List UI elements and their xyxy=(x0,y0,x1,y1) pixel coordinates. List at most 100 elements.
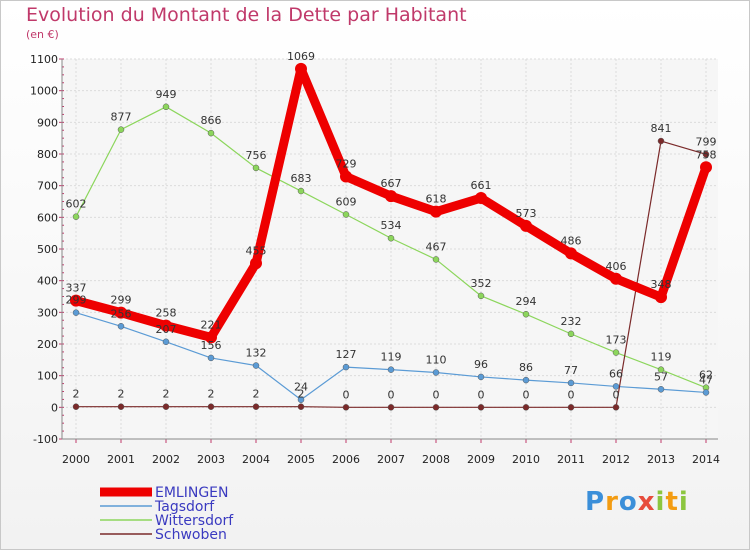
data-label: 0 xyxy=(613,388,620,401)
y-tick-label: -100 xyxy=(33,433,58,446)
data-label: 661 xyxy=(471,179,492,192)
proxiti-logo: Proxiti xyxy=(585,487,689,517)
y-tick-label: 500 xyxy=(37,243,58,256)
data-label: 24 xyxy=(294,381,308,394)
logo-letter: x xyxy=(637,487,656,517)
data-point xyxy=(657,137,665,145)
data-label: 232 xyxy=(561,315,582,328)
data-label: 573 xyxy=(516,207,537,220)
data-label: 602 xyxy=(66,198,87,211)
data-point xyxy=(702,389,710,396)
series-tagsdorf xyxy=(72,309,710,403)
data-label: 866 xyxy=(201,114,222,127)
data-point xyxy=(432,369,440,376)
x-tick-label: 2013 xyxy=(647,453,675,466)
data-label: 173 xyxy=(606,334,627,347)
data-label: 299 xyxy=(66,294,87,307)
data-label: 486 xyxy=(561,234,582,247)
x-tick-label: 2000 xyxy=(62,453,90,466)
x-tick-label: 2009 xyxy=(467,453,495,466)
data-label: 221 xyxy=(201,318,222,331)
data-label: 467 xyxy=(426,240,447,253)
data-label: 119 xyxy=(381,351,402,364)
data-point xyxy=(655,291,667,304)
x-tick-label: 2011 xyxy=(557,453,585,466)
data-label: 758 xyxy=(696,148,717,161)
data-point xyxy=(207,129,215,137)
data-label: 119 xyxy=(651,351,672,364)
data-point xyxy=(207,354,215,362)
data-label: 110 xyxy=(426,354,447,367)
data-point xyxy=(340,170,352,183)
x-tick-label: 2002 xyxy=(152,453,180,466)
data-label: 949 xyxy=(156,88,177,101)
x-tick-label: 2006 xyxy=(332,453,360,466)
data-point xyxy=(252,164,260,172)
data-point xyxy=(522,404,530,411)
data-point xyxy=(117,403,125,410)
data-label: 877 xyxy=(111,111,132,124)
data-label: 96 xyxy=(474,358,488,371)
data-point xyxy=(72,213,80,220)
y-tick-label: 300 xyxy=(37,306,58,319)
data-point xyxy=(387,366,395,373)
data-point xyxy=(342,363,350,371)
data-point xyxy=(700,161,712,174)
data-point xyxy=(567,404,575,411)
logo-letter: o xyxy=(618,487,638,517)
data-point xyxy=(252,403,260,410)
data-point xyxy=(565,247,577,260)
data-label: 348 xyxy=(651,278,672,291)
data-label: 0 xyxy=(388,388,395,401)
data-point xyxy=(612,349,620,356)
data-point xyxy=(295,62,307,75)
data-label: 132 xyxy=(246,347,267,360)
data-point xyxy=(475,192,487,205)
data-label: 86 xyxy=(519,361,533,374)
data-label: 0 xyxy=(343,388,350,401)
logo-letter: i xyxy=(655,487,666,517)
x-tick-label: 2007 xyxy=(377,453,405,466)
data-label: 299 xyxy=(111,294,132,307)
logo-letter: i xyxy=(678,487,689,517)
x-tick-label: 2004 xyxy=(242,453,270,466)
data-point xyxy=(162,103,170,111)
data-label: 534 xyxy=(381,219,402,232)
data-point xyxy=(342,211,350,218)
data-label: 667 xyxy=(381,177,402,190)
data-point xyxy=(72,309,80,316)
x-tick-label: 2008 xyxy=(422,453,450,466)
data-label: 729 xyxy=(336,157,357,170)
data-label: 2 xyxy=(163,388,170,401)
data-point xyxy=(387,404,395,411)
data-point xyxy=(117,323,125,330)
x-tick-label: 2014 xyxy=(692,453,720,466)
data-point xyxy=(432,256,440,263)
series-wittersdorf xyxy=(72,103,710,391)
data-label: 2 xyxy=(118,388,125,401)
data-label: 77 xyxy=(564,364,578,377)
data-label: 0 xyxy=(568,388,575,401)
data-label: 0 xyxy=(478,388,485,401)
data-label: 258 xyxy=(156,307,177,320)
y-tick-label: 1000 xyxy=(30,85,58,98)
data-point xyxy=(160,319,172,332)
data-label: 618 xyxy=(426,193,447,206)
data-point xyxy=(162,338,170,346)
data-label: 2 xyxy=(298,388,305,401)
data-label: 683 xyxy=(291,172,312,185)
x-tick-label: 2001 xyxy=(107,453,135,466)
y-tick-label: 100 xyxy=(37,370,58,383)
y-tick-label: 200 xyxy=(37,338,58,351)
data-label: 294 xyxy=(516,295,537,308)
data-point xyxy=(612,404,620,411)
data-point xyxy=(702,151,710,158)
x-tick-label: 2003 xyxy=(197,453,225,466)
data-label: 799 xyxy=(696,135,717,148)
chart-subtitle: (en €) xyxy=(26,28,59,41)
logo-letter: t xyxy=(665,487,679,517)
data-point xyxy=(72,403,80,410)
data-label: 756 xyxy=(246,149,267,162)
data-label: 62 xyxy=(699,369,713,382)
